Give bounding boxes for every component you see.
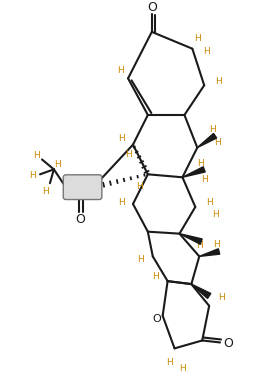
Polygon shape xyxy=(182,167,205,177)
Text: AS: AS xyxy=(76,182,89,192)
Text: H: H xyxy=(43,187,49,196)
Text: H: H xyxy=(33,151,39,160)
Text: H: H xyxy=(201,175,207,184)
Text: H: H xyxy=(117,66,123,75)
Text: H: H xyxy=(203,47,210,56)
Text: H: H xyxy=(55,160,61,169)
Text: H: H xyxy=(196,241,203,250)
Polygon shape xyxy=(197,133,217,147)
Polygon shape xyxy=(180,234,202,244)
Text: H: H xyxy=(215,77,221,86)
Text: H: H xyxy=(212,210,218,219)
Text: O: O xyxy=(76,213,85,226)
Polygon shape xyxy=(199,249,220,256)
Text: H: H xyxy=(118,198,124,206)
Text: H: H xyxy=(166,358,173,367)
Text: H: H xyxy=(29,171,35,180)
Polygon shape xyxy=(191,284,211,298)
Text: H: H xyxy=(138,255,144,264)
FancyBboxPatch shape xyxy=(63,175,102,200)
Text: H: H xyxy=(209,125,215,134)
Text: H: H xyxy=(213,240,219,249)
Text: H: H xyxy=(206,198,213,206)
Text: H: H xyxy=(214,138,221,147)
Text: H: H xyxy=(118,134,124,143)
Text: O: O xyxy=(147,1,157,14)
Text: H: H xyxy=(194,34,201,43)
Text: H: H xyxy=(136,182,143,191)
Text: H: H xyxy=(179,364,186,373)
Text: O: O xyxy=(152,314,161,324)
Text: H: H xyxy=(197,159,204,168)
Text: H: H xyxy=(152,272,159,281)
Text: H: H xyxy=(125,150,131,159)
Text: O: O xyxy=(223,337,233,350)
Text: H: H xyxy=(218,293,225,303)
